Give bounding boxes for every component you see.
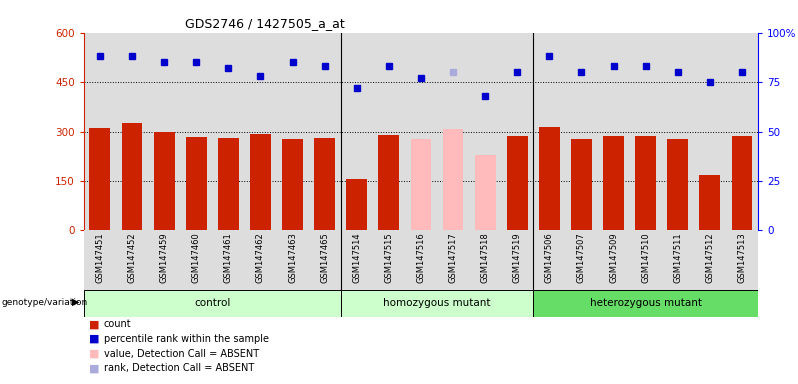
Text: GDS2746 / 1427505_a_at: GDS2746 / 1427505_a_at <box>185 17 345 30</box>
Bar <box>314 138 335 230</box>
Bar <box>539 127 560 230</box>
Bar <box>700 175 721 230</box>
Bar <box>282 139 303 230</box>
Text: GSM147507: GSM147507 <box>577 232 586 283</box>
Text: GSM147463: GSM147463 <box>288 232 297 283</box>
Text: GSM147465: GSM147465 <box>320 232 329 283</box>
Bar <box>121 123 142 230</box>
Text: ▶: ▶ <box>73 297 80 307</box>
Bar <box>732 136 753 230</box>
Text: ■: ■ <box>89 319 100 329</box>
Text: ■: ■ <box>89 334 100 344</box>
Bar <box>89 128 110 230</box>
Text: percentile rank within the sample: percentile rank within the sample <box>104 334 269 344</box>
Bar <box>507 136 527 230</box>
Text: ■: ■ <box>89 363 100 373</box>
Bar <box>250 134 271 230</box>
Text: heterozygous mutant: heterozygous mutant <box>590 298 701 308</box>
Bar <box>475 155 496 230</box>
Bar <box>635 136 656 230</box>
Bar <box>533 290 758 317</box>
Text: GSM147511: GSM147511 <box>674 232 682 283</box>
Text: GSM147518: GSM147518 <box>480 232 490 283</box>
Text: GSM147459: GSM147459 <box>160 232 168 283</box>
Text: GSM147515: GSM147515 <box>385 232 393 283</box>
Bar <box>154 132 175 230</box>
Text: value, Detection Call = ABSENT: value, Detection Call = ABSENT <box>104 349 259 359</box>
Text: GSM147514: GSM147514 <box>352 232 361 283</box>
Text: GSM147509: GSM147509 <box>609 232 618 283</box>
Bar <box>218 138 239 230</box>
Bar <box>84 290 341 317</box>
Bar <box>346 179 367 230</box>
Text: GSM147517: GSM147517 <box>448 232 457 283</box>
Bar <box>603 136 624 230</box>
Text: GSM147506: GSM147506 <box>545 232 554 283</box>
Text: GSM147510: GSM147510 <box>642 232 650 283</box>
Text: GSM147460: GSM147460 <box>192 232 200 283</box>
Text: ■: ■ <box>89 349 100 359</box>
Text: homozygous mutant: homozygous mutant <box>383 298 491 308</box>
Bar <box>571 139 592 230</box>
Text: GSM147512: GSM147512 <box>705 232 714 283</box>
Bar <box>443 129 464 230</box>
Text: rank, Detection Call = ABSENT: rank, Detection Call = ABSENT <box>104 363 254 373</box>
Text: control: control <box>194 298 231 308</box>
Text: GSM147451: GSM147451 <box>95 232 105 283</box>
Bar <box>410 139 432 230</box>
Text: GSM147462: GSM147462 <box>256 232 265 283</box>
Bar <box>341 290 533 317</box>
Text: GSM147516: GSM147516 <box>417 232 425 283</box>
Text: GSM147461: GSM147461 <box>223 232 233 283</box>
Bar <box>667 139 688 230</box>
Text: GSM147513: GSM147513 <box>737 232 747 283</box>
Text: genotype/variation: genotype/variation <box>2 298 88 307</box>
Text: count: count <box>104 319 132 329</box>
Bar <box>186 137 207 230</box>
Text: GSM147452: GSM147452 <box>128 232 136 283</box>
Text: GSM147519: GSM147519 <box>513 232 522 283</box>
Bar <box>378 135 399 230</box>
